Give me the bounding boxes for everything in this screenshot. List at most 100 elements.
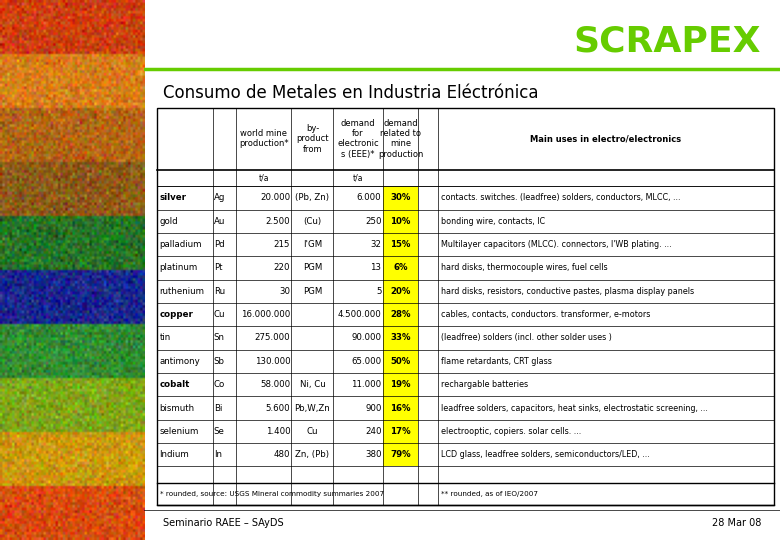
Text: Cu: Cu — [214, 310, 225, 319]
Text: hard disks, thermocouple wires, fuel cells: hard disks, thermocouple wires, fuel cel… — [441, 264, 608, 272]
Text: 65.000: 65.000 — [351, 357, 381, 366]
Text: LCD glass, leadfree solders, semiconductors/LED, ...: LCD glass, leadfree solders, semiconduct… — [441, 450, 650, 459]
Text: Sn: Sn — [214, 334, 225, 342]
Text: 20.000: 20.000 — [260, 193, 290, 202]
Text: 13: 13 — [370, 264, 381, 272]
Text: world mine
production*: world mine production* — [239, 129, 289, 149]
Text: demand
for
electronic
s (EEE)*: demand for electronic s (EEE)* — [337, 119, 379, 159]
Text: 5.600: 5.600 — [265, 403, 290, 413]
Text: PGM: PGM — [303, 264, 322, 272]
Text: flame retardants, CRT glass: flame retardants, CRT glass — [441, 357, 551, 366]
Text: Ag: Ag — [214, 193, 225, 202]
Text: Main uses in electro/electronics: Main uses in electro/electronics — [530, 134, 682, 143]
Text: 30: 30 — [279, 287, 290, 296]
Text: Consumo de Metales en Industria Eléctrónica: Consumo de Metales en Industria Eléctrón… — [163, 84, 539, 102]
Text: 6.000: 6.000 — [356, 193, 381, 202]
Text: 275.000: 275.000 — [254, 334, 290, 342]
Text: 220: 220 — [274, 264, 290, 272]
Text: 50%: 50% — [391, 357, 411, 366]
Bar — [383, 373, 418, 396]
Text: hard disks, resistors, conductive pastes, plasma display panels: hard disks, resistors, conductive pastes… — [441, 287, 694, 296]
Text: 28 Mar 08: 28 Mar 08 — [711, 518, 761, 529]
Text: t/a: t/a — [258, 173, 269, 183]
Bar — [383, 186, 418, 210]
Text: 16.000.000: 16.000.000 — [241, 310, 290, 319]
Text: 2.500: 2.500 — [265, 217, 290, 226]
Text: Au: Au — [214, 217, 225, 226]
Text: SCRAPEX: SCRAPEX — [573, 24, 761, 58]
Text: 90.000: 90.000 — [352, 334, 381, 342]
Text: Pb,W,Zn: Pb,W,Zn — [295, 403, 330, 413]
Text: 380: 380 — [365, 450, 381, 459]
Text: 58.000: 58.000 — [260, 380, 290, 389]
Text: Bi: Bi — [214, 403, 222, 413]
Text: Zn, (Pb): Zn, (Pb) — [296, 450, 329, 459]
Bar — [383, 256, 418, 280]
Text: 250: 250 — [365, 217, 381, 226]
Text: 240: 240 — [365, 427, 381, 436]
Text: 32: 32 — [370, 240, 381, 249]
Bar — [383, 233, 418, 256]
Text: gold: gold — [160, 217, 178, 226]
Text: 1.400: 1.400 — [265, 427, 290, 436]
Text: rechargable batteries: rechargable batteries — [441, 380, 528, 389]
Text: Pt: Pt — [214, 264, 222, 272]
Bar — [383, 280, 418, 303]
Bar — [383, 303, 418, 326]
Text: Ru: Ru — [214, 287, 225, 296]
Text: t/a: t/a — [353, 173, 363, 183]
Text: Cu: Cu — [307, 427, 318, 436]
Text: silver: silver — [160, 193, 186, 202]
Text: cables, contacts, conductors. transformer, e-motors: cables, contacts, conductors. transforme… — [441, 310, 650, 319]
Text: demand
related to
mine
production: demand related to mine production — [378, 119, 424, 159]
Text: * rounded, source: USGS Mineral commodity summaries 2007: * rounded, source: USGS Mineral commodit… — [160, 491, 384, 497]
Text: 900: 900 — [365, 403, 381, 413]
Bar — [383, 326, 418, 349]
Text: selenium: selenium — [160, 427, 199, 436]
Text: cobalt: cobalt — [160, 380, 190, 389]
Text: Indium: Indium — [160, 450, 190, 459]
Text: ruthenium: ruthenium — [160, 287, 204, 296]
Text: 4.500.000: 4.500.000 — [338, 310, 381, 319]
Text: 16%: 16% — [390, 403, 411, 413]
Bar — [383, 210, 418, 233]
Text: 17%: 17% — [390, 427, 411, 436]
Text: platinum: platinum — [160, 264, 198, 272]
Text: 5: 5 — [376, 287, 381, 296]
Text: 79%: 79% — [390, 450, 411, 459]
Text: bonding wire, contacts, IC: bonding wire, contacts, IC — [441, 217, 545, 226]
Text: tin: tin — [160, 334, 171, 342]
Text: ** rounded, as of IEO/2007: ** rounded, as of IEO/2007 — [441, 491, 537, 497]
Text: 33%: 33% — [390, 334, 411, 342]
Text: Sb: Sb — [214, 357, 225, 366]
Text: Multilayer capacitors (MLCC). connectors, I'WB plating. ...: Multilayer capacitors (MLCC). connectors… — [441, 240, 672, 249]
Text: 20%: 20% — [391, 287, 411, 296]
Text: Se: Se — [214, 427, 225, 436]
Text: Seminario RAEE – SAyDS: Seminario RAEE – SAyDS — [163, 518, 284, 529]
Text: Ni, Cu: Ni, Cu — [300, 380, 325, 389]
Bar — [383, 396, 418, 420]
Text: 215: 215 — [274, 240, 290, 249]
Bar — [383, 420, 418, 443]
Text: I'GM: I'GM — [303, 240, 322, 249]
Text: (Cu): (Cu) — [303, 217, 321, 226]
Text: In: In — [214, 450, 222, 459]
Bar — [383, 349, 418, 373]
Text: Co: Co — [214, 380, 225, 389]
Text: 15%: 15% — [391, 240, 411, 249]
Text: 480: 480 — [274, 450, 290, 459]
Bar — [383, 443, 418, 467]
Text: by-
product
from: by- product from — [296, 124, 328, 154]
Text: copper: copper — [160, 310, 193, 319]
Text: 6%: 6% — [393, 264, 408, 272]
Text: 130.000: 130.000 — [254, 357, 290, 366]
Text: bismuth: bismuth — [160, 403, 195, 413]
Text: leadfree solders, capacitors, heat sinks, electrostatic screening, ...: leadfree solders, capacitors, heat sinks… — [441, 403, 707, 413]
Text: PGM: PGM — [303, 287, 322, 296]
Text: antimony: antimony — [160, 357, 200, 366]
Text: 10%: 10% — [391, 217, 411, 226]
Text: (Pb, Zn): (Pb, Zn) — [296, 193, 329, 202]
Text: electrooptic, copiers. solar cells. ...: electrooptic, copiers. solar cells. ... — [441, 427, 581, 436]
Bar — [157, 108, 774, 505]
Text: 30%: 30% — [391, 193, 411, 202]
